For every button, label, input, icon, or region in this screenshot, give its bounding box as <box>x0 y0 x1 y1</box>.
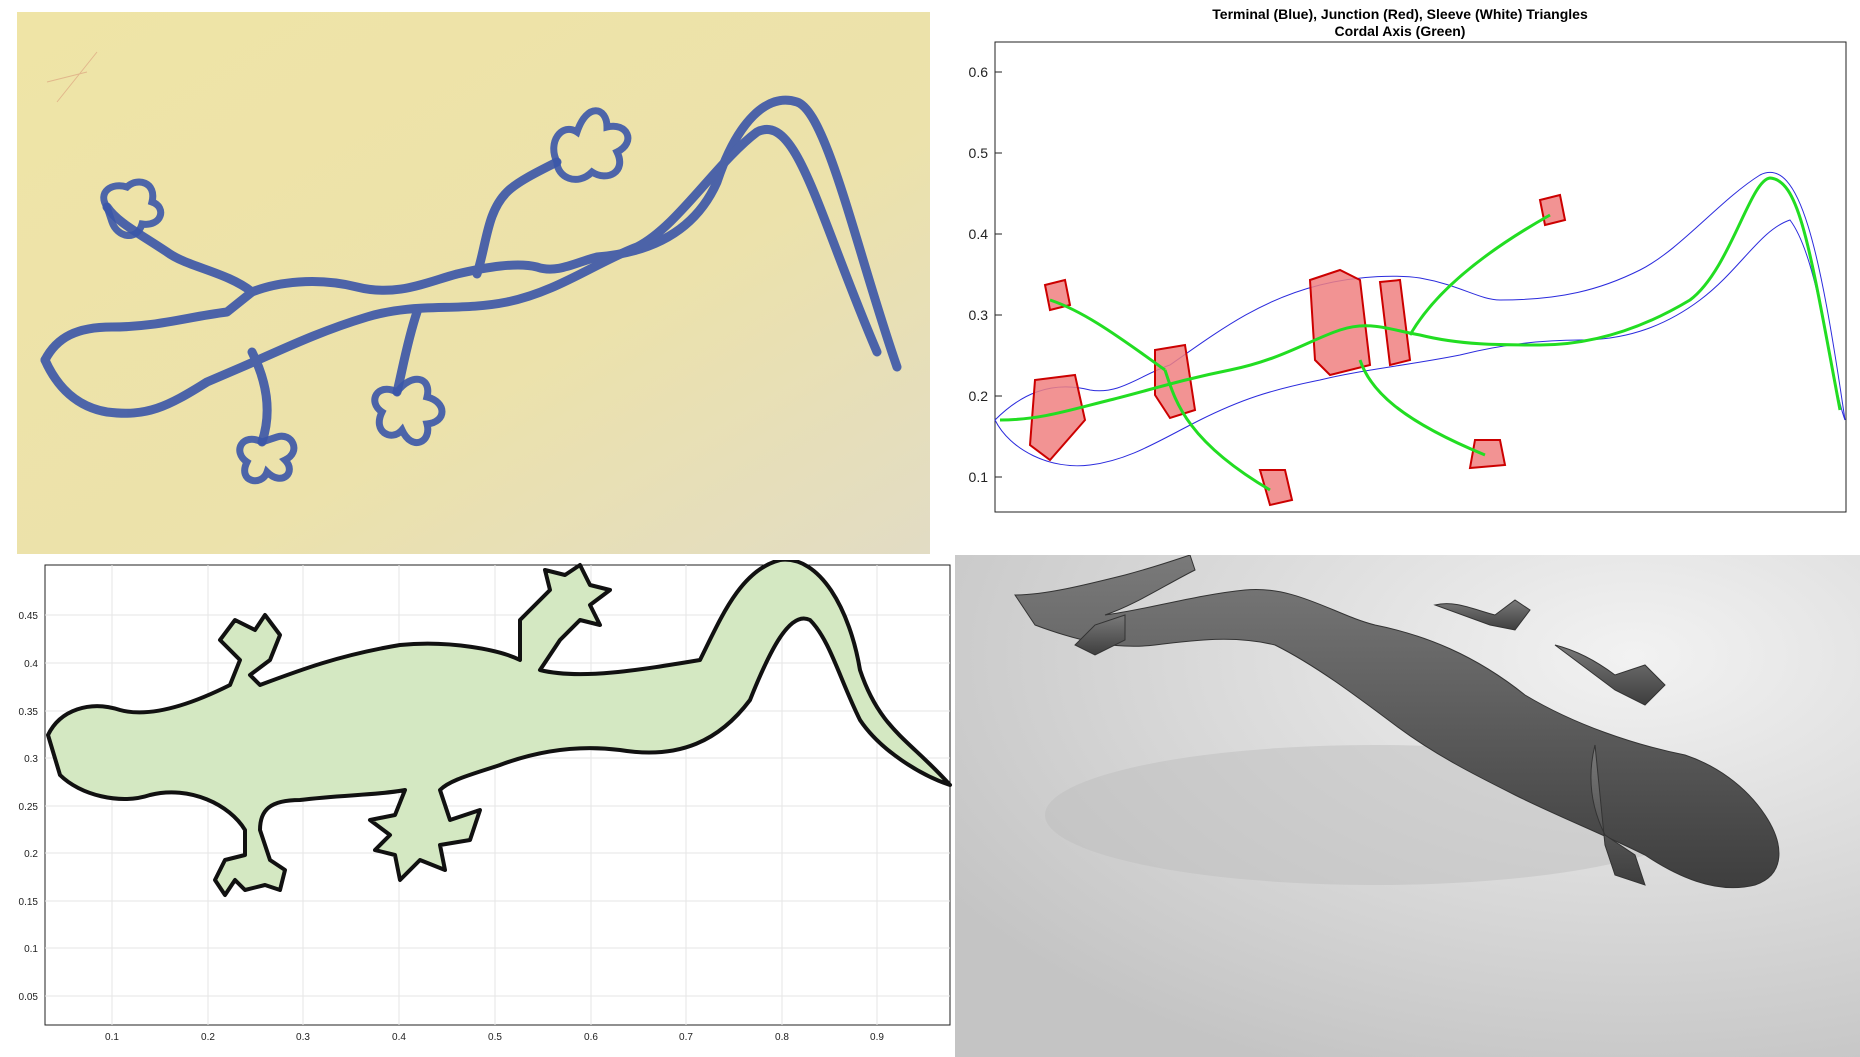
mesh-axes-box <box>44 564 951 1026</box>
y-tick-label: 0.15 <box>19 897 39 908</box>
triangulation-plot: 0.6 0.5 0.4 0.3 0.2 0.1 <box>969 41 1847 513</box>
mesh-panel: 0.45 0.4 0.35 0.3 0.25 0.2 0.15 0.1 0.05 0.1 0.2 0… <box>0 560 955 1057</box>
y-tick-label: 0.5 <box>969 145 989 161</box>
triangulation-panel: Terminal (Blue), Junction (Red), Sleeve … <box>940 0 1860 555</box>
x-tick-label: 0.4 <box>392 1032 406 1043</box>
x-tick-label: 0.1 <box>105 1032 119 1043</box>
y-tick-label: 0.1 <box>24 944 38 955</box>
y-tick-label: 0.6 <box>969 64 989 80</box>
mesh-plot: 0.45 0.4 0.35 0.3 0.25 0.2 0.15 0.1 0.05 0.1 0.2 0… <box>19 560 952 1043</box>
y-tick-label: 0.35 <box>19 707 39 718</box>
y-tick-label: 0.3 <box>24 754 38 765</box>
triangulation-title: Terminal (Blue), Junction (Red), Sleeve … <box>1212 6 1588 22</box>
y-tick-label: 0.2 <box>969 388 989 404</box>
triangulation-subtitle: Cordal Axis (Green) <box>1334 23 1466 39</box>
y-tick-label: 0.05 <box>19 992 39 1003</box>
y-tick-label: 0.3 <box>969 307 989 323</box>
x-tick-label: 0.9 <box>870 1032 884 1043</box>
y-tick-label: 0.1 <box>969 469 989 485</box>
x-tick-label: 0.7 <box>679 1032 693 1043</box>
x-tick-label: 0.6 <box>584 1032 598 1043</box>
y-tick-label: 0.4 <box>24 659 38 670</box>
lizard-drawing <box>17 12 930 554</box>
render-panel <box>955 555 1860 1057</box>
y-tick-label: 0.45 <box>19 611 39 622</box>
plot-axes-box <box>994 41 1847 513</box>
x-tick-label: 0.3 <box>296 1032 310 1043</box>
y-tick-label: 0.25 <box>19 802 39 813</box>
drawing-panel <box>17 12 930 554</box>
lizard-mesh <box>46 560 952 897</box>
x-tick-label: 0.8 <box>775 1032 789 1043</box>
y-tick-label: 0.2 <box>24 849 38 860</box>
y-tick-label: 0.4 <box>969 226 989 242</box>
x-tick-label: 0.2 <box>201 1032 215 1043</box>
x-tick-label: 0.5 <box>488 1032 502 1043</box>
lizard-3d-render <box>955 555 1860 1057</box>
